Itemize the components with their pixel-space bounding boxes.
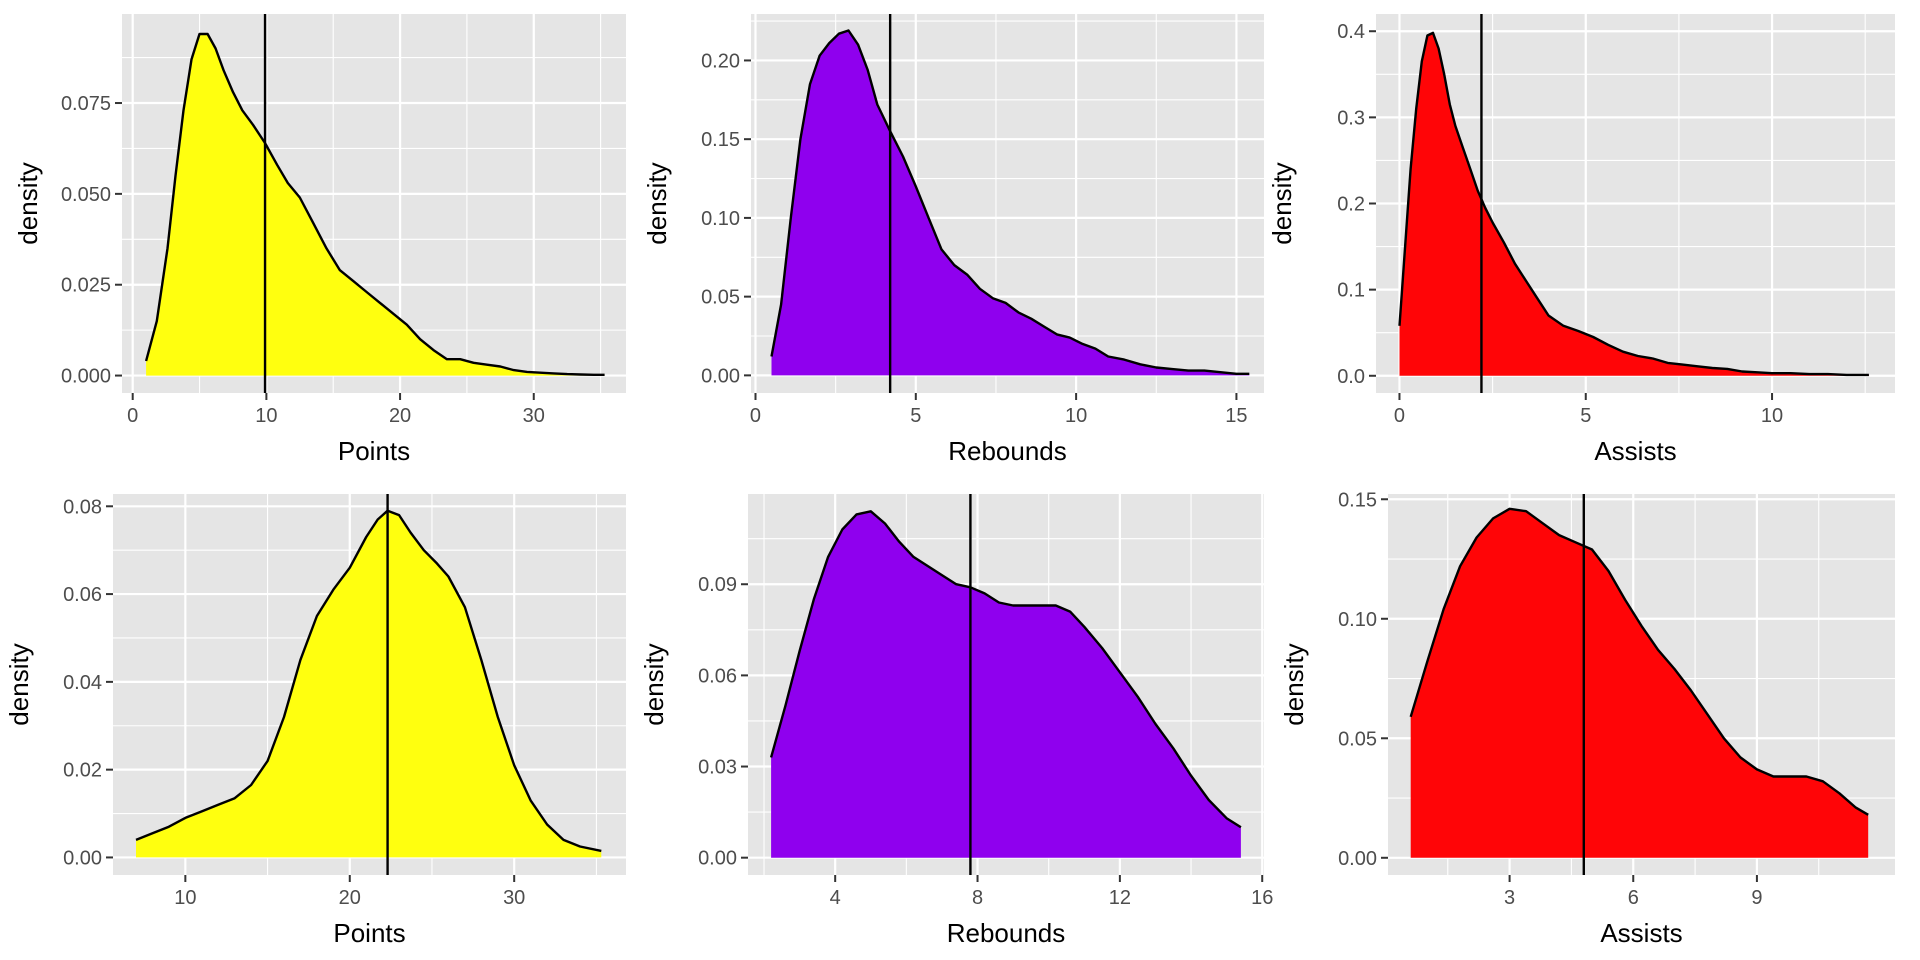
- density-curve: [144, 32, 605, 376]
- density-area: [1410, 508, 1869, 858]
- panel-3: 0.0 0.1 0.2 0.3 0.4 0 5 10 Assists density: [1267, 14, 1895, 466]
- x-tick-label: 16: [1251, 887, 1273, 909]
- x-tick-label: 0: [127, 405, 138, 427]
- x-tick-label: 20: [389, 405, 411, 427]
- density-curve: [1398, 31, 1869, 377]
- y-tick-label: 0.08: [63, 496, 102, 518]
- density-area: [146, 34, 605, 376]
- x-axis-title: Rebounds: [948, 436, 1067, 466]
- x-tick-label: 10: [174, 887, 196, 909]
- panel-1: 0.000 0.025 0.050 0.075 0 10 20 30 Points density: [13, 14, 626, 466]
- y-tick-label: 0.000: [61, 366, 111, 388]
- x-tick-label: 12: [1109, 887, 1131, 909]
- x-tick-label: 8: [972, 887, 983, 909]
- x-tick-label: 10: [1065, 405, 1087, 427]
- y-tick-label: 0.025: [61, 275, 111, 297]
- density-area: [136, 510, 602, 858]
- x-tick-label: 9: [1751, 887, 1762, 909]
- x-axis-title: Points: [338, 436, 410, 466]
- x-tick-label: 4: [830, 887, 841, 909]
- x-tick-label: 30: [503, 887, 525, 909]
- density-area: [771, 511, 1241, 858]
- y-tick-label: 0.075: [61, 93, 111, 115]
- y-tick-label: 0.04: [63, 672, 102, 694]
- panel-5: 0.00 0.03 0.06 0.09 4 8 12 16 Rebounds density: [639, 494, 1273, 948]
- x-axis-title: Assists: [1600, 918, 1682, 948]
- y-axis-title: density: [639, 643, 669, 725]
- y-tick-label: 0.02: [63, 760, 102, 782]
- panel-4: 0.00 0.02 0.04 0.06 0.08 10 20 30 Points density: [4, 494, 626, 948]
- panel-2: 0.00 0.05 0.10 0.15 0.20 0 5 10 15 Rebounds densit…: [642, 14, 1264, 466]
- x-axis-title: Points: [333, 918, 405, 948]
- x-tick-label: 6: [1628, 887, 1639, 909]
- y-axis-title: density: [13, 162, 43, 244]
- density-curve: [135, 509, 602, 853]
- y-tick-label: 0.00: [63, 847, 102, 869]
- y-tick-label: 0.0: [1337, 366, 1365, 388]
- y-tick-label: 0.1: [1337, 280, 1365, 302]
- y-tick-label: 0.20: [701, 50, 740, 72]
- x-tick-label: 5: [910, 405, 921, 427]
- y-tick-label: 0.2: [1337, 194, 1365, 216]
- density-curve: [770, 29, 1250, 375]
- y-tick-label: 0.05: [701, 287, 740, 309]
- y-tick-label: 0.10: [701, 208, 740, 230]
- y-axis-title: density: [1279, 643, 1309, 725]
- y-tick-label: 0.050: [61, 184, 111, 206]
- x-tick-label: 10: [1761, 405, 1783, 427]
- y-tick-label: 0.15: [701, 129, 740, 151]
- y-tick-label: 0.03: [698, 757, 737, 779]
- density-curve: [769, 510, 1242, 829]
- y-tick-label: 0.05: [1338, 728, 1377, 750]
- y-tick-label: 0.00: [701, 365, 740, 387]
- x-tick-label: 0: [1394, 405, 1405, 427]
- x-tick-label: 5: [1580, 405, 1591, 427]
- x-tick-label: 15: [1225, 405, 1247, 427]
- y-tick-label: 0.06: [698, 665, 737, 687]
- x-tick-label: 20: [339, 887, 361, 909]
- x-tick-label: 30: [523, 405, 545, 427]
- y-tick-label: 0.4: [1337, 21, 1365, 43]
- x-axis-title: Assists: [1594, 436, 1676, 466]
- y-axis-title: density: [642, 162, 672, 244]
- x-axis-title: Rebounds: [947, 918, 1066, 948]
- y-tick-label: 0.00: [698, 848, 737, 870]
- panel-6: 0.00 0.05 0.10 0.15 3 6 9 Assists density: [1279, 489, 1895, 948]
- y-tick-label: 0.10: [1338, 609, 1377, 631]
- y-axis-title: density: [4, 643, 34, 725]
- y-axis-title: density: [1267, 162, 1297, 244]
- density-curve: [1409, 507, 1869, 816]
- y-tick-label: 0.06: [63, 584, 102, 606]
- y-tick-label: 0.09: [698, 574, 737, 596]
- density-area: [1399, 32, 1869, 376]
- y-tick-label: 0.00: [1338, 848, 1377, 870]
- y-tick-label: 0.3: [1337, 107, 1365, 129]
- x-tick-label: 3: [1504, 887, 1515, 909]
- x-tick-label: 10: [255, 405, 277, 427]
- y-tick-label: 0.15: [1338, 489, 1377, 511]
- x-tick-label: 0: [750, 405, 761, 427]
